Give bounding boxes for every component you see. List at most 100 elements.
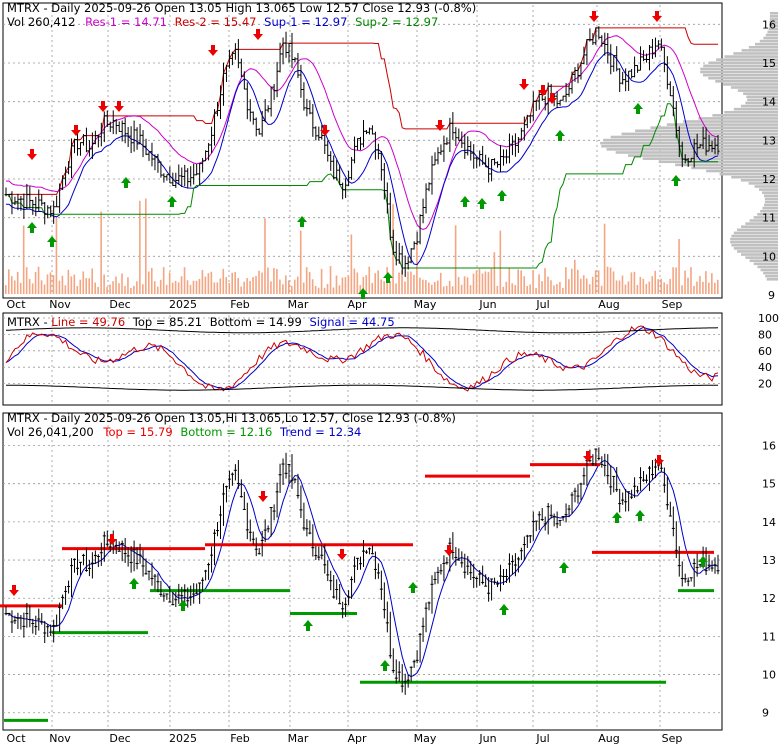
volume-bar: [669, 278, 671, 294]
profile-bar: [621, 132, 778, 136]
volume-bar: [94, 282, 96, 294]
profile-bar: [606, 148, 778, 151]
volume-bar: [31, 283, 34, 294]
volume-bar: [159, 279, 162, 294]
volume-bar: [454, 225, 457, 294]
volume-bar: [213, 282, 216, 294]
trend-ytick-label: 9: [762, 707, 769, 720]
profile-bar: [712, 114, 778, 117]
volume-bar: [237, 278, 239, 294]
volume-bar: [511, 283, 514, 294]
profile-bar: [767, 30, 778, 34]
volume-bar: [43, 284, 46, 294]
price-sell-arrow: [589, 11, 599, 22]
volume-bar: [672, 267, 674, 294]
volume-bar: [225, 277, 228, 294]
price-sell-arrow: [320, 125, 330, 136]
stoch-dash: -: [43, 315, 51, 329]
profile-bar: [769, 21, 778, 24]
volume-bar: [234, 271, 236, 294]
signal-arrows: [9, 11, 708, 671]
profile-bar: [730, 86, 778, 89]
volume-bar: [553, 285, 555, 294]
trend-sell-arrow: [444, 545, 454, 556]
profile-bar: [763, 271, 778, 275]
profile-bar: [769, 15, 778, 18]
volume-bar: [249, 280, 251, 294]
volume-bar: [520, 270, 522, 294]
price-sup1: Sup-1 = 12.97: [264, 15, 347, 29]
profile-bar: [753, 216, 778, 219]
trend-header-line1: MTRX - Daily 2025-09-26 Open 13.05,Hi 13…: [7, 411, 456, 425]
sup2-line: [6, 103, 718, 269]
trend-xtick-label: Oct: [6, 732, 26, 745]
profile-bar: [666, 123, 778, 126]
volume-bar: [88, 278, 91, 294]
price-sell-arrow: [253, 29, 263, 40]
profile-bar: [703, 64, 778, 68]
profile-bar: [757, 265, 778, 269]
volume-bar: [445, 285, 448, 294]
volume-bar: [204, 276, 207, 294]
volume-bar: [398, 272, 400, 294]
volume-bar: [585, 278, 588, 294]
volume-bar: [296, 276, 299, 294]
volume-bar: [293, 279, 296, 294]
volume-bar: [282, 284, 284, 294]
volume-bar: [40, 280, 43, 294]
volume-bar: [317, 287, 320, 294]
stoch-symbol: MTRX: [7, 315, 40, 329]
profile-bar: [759, 39, 778, 43]
volume-bar: [472, 273, 475, 294]
profile-bar: [758, 188, 778, 191]
volume-bar: [651, 276, 654, 294]
price-sell-arrow: [538, 85, 548, 96]
volume-bar: [112, 281, 114, 294]
profile-bar: [764, 197, 778, 201]
price-header-line2: Vol 260,412 Res-1 = 14.71 Res-2 = 15.47 …: [7, 15, 438, 29]
profile-bar: [765, 274, 778, 278]
profile-bar: [764, 203, 778, 207]
trend-buy-arrow: [408, 582, 418, 593]
profile-bar: [760, 209, 778, 213]
price-buy-arrow: [555, 130, 565, 141]
volume-bar: [541, 281, 543, 294]
profile-bar: [708, 61, 778, 65]
volume-bar: [82, 271, 85, 294]
volume-bar: [16, 271, 19, 294]
volume-bar: [7, 269, 10, 294]
trend-xtick-label: 2025: [169, 732, 197, 745]
volume-bar: [347, 275, 350, 294]
volume-bar: [699, 276, 701, 294]
profile-bar: [757, 213, 778, 216]
volume-bar: [478, 268, 481, 294]
volume-bar: [332, 287, 335, 294]
volume-bar: [666, 284, 668, 294]
volume-bar: [314, 285, 317, 294]
volume-bar: [556, 284, 558, 294]
volume-bar: [320, 268, 323, 294]
profile-bar: [741, 253, 778, 256]
volume-bar: [365, 275, 368, 294]
volume-bar: [410, 271, 412, 294]
price-ytick-label: 11: [762, 212, 776, 225]
profile-bar: [683, 120, 778, 123]
volume-bar: [288, 280, 290, 294]
profile-bar: [765, 33, 778, 37]
volume-bar: [52, 275, 55, 294]
stoch-ytick-label: 80: [758, 328, 772, 341]
volume-bar: [76, 286, 79, 294]
volume-bar: [177, 282, 180, 294]
price-sell-arrow: [71, 125, 81, 136]
volume-bar: [433, 281, 436, 294]
volume-bar: [562, 287, 564, 294]
profile-bar: [764, 200, 778, 204]
volume-bar: [654, 270, 657, 294]
trend-buy-arrow: [499, 604, 509, 615]
profile-bar: [737, 89, 778, 92]
price-buy-arrow: [497, 190, 507, 201]
volume-bar: [124, 285, 126, 294]
volume-bar: [401, 270, 403, 294]
trend-xtick-label: Feb: [230, 732, 249, 745]
